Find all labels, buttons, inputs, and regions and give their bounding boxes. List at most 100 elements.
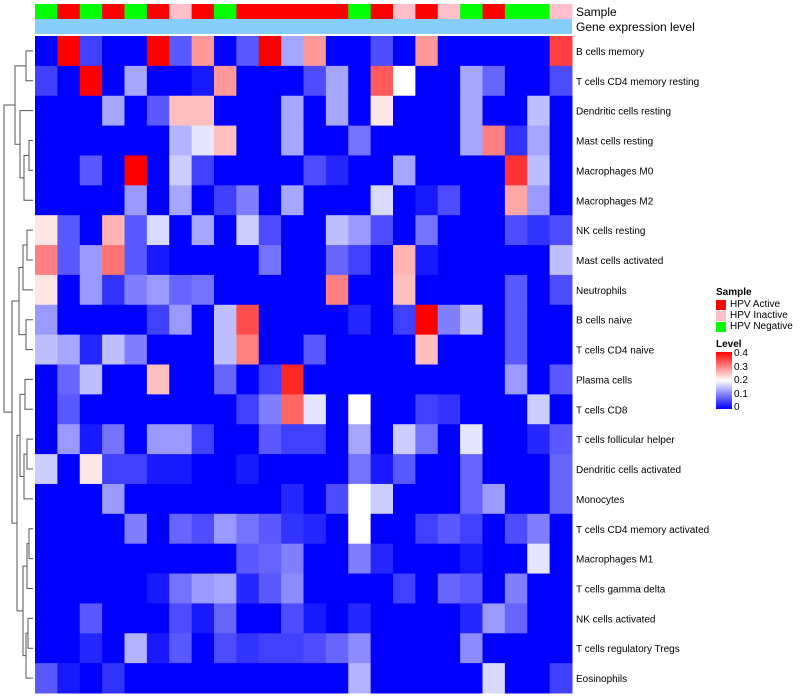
heatmap-cell [393,454,416,485]
heatmap-cell [102,483,125,515]
heatmap-cell [415,215,439,246]
heatmap-cell [57,334,81,365]
row-label: T cells CD4 memory activated [576,525,709,536]
heatmap-cell [236,394,260,425]
heatmap-cell [460,95,483,127]
heatmap-cell [393,364,416,395]
heatmap-cell [102,215,125,246]
heatmap-cell [393,155,416,186]
heatmap-cell [437,483,461,515]
heatmap-cell [258,95,282,127]
heatmap-cell [236,95,260,127]
heatmap-cell [415,334,439,365]
heatmap-cell [146,125,170,156]
heatmap-cell [124,155,148,186]
heatmap-cell [504,185,528,216]
heatmap-cell [214,155,237,186]
heatmap-cell [169,65,193,97]
heatmap-cell [325,513,349,545]
heatmap-cell [504,603,528,634]
heatmap-cell [504,274,528,306]
heatmap-cell [348,424,372,455]
heatmap-cell [415,364,439,395]
heatmap-cell [35,36,58,67]
heatmap-cell [57,454,81,485]
heatmap-cell [258,155,282,186]
sample-annotation-cell-18 [437,4,461,19]
legend-label-hpv-inactive: HPV Inactive [730,310,788,321]
row-label: Macrophages M2 [576,196,654,207]
heatmap-cell [482,633,506,664]
heatmap-cell [325,663,349,694]
heatmap-cell [370,364,394,395]
heatmap-cell [281,125,304,156]
heatmap-cell [146,334,170,365]
heatmap-cell [35,663,58,694]
heatmap-cell [549,573,573,604]
heatmap-cell [393,513,416,545]
heatmap-cell [527,633,551,664]
legend-label-hpv-negative: HPV Negative [730,321,793,332]
heatmap-cell [325,633,349,664]
heatmap-cell [527,603,551,634]
heatmap-cell [437,543,461,575]
dendrogram-link [22,244,33,291]
dendrogram-link [28,140,33,171]
heatmap-cell [146,245,170,276]
heatmap-cell [281,95,304,127]
heatmap-cell [415,454,439,485]
heatmap-cell [79,334,103,365]
sample-annotation-cell-9 [236,4,260,19]
heatmap-cell [169,603,193,634]
heatmap-cell [236,215,260,246]
heatmap-cell [191,394,215,425]
heatmap-cell [504,334,528,365]
legend-label-hpv-active: HPV Active [730,299,781,310]
heatmap-cell [460,603,483,634]
heatmap-cell [124,215,148,246]
heatmap-cell [527,394,551,425]
sample-annotation-cell-20 [482,4,506,19]
heatmap-cell [79,603,103,634]
heatmap-cell [169,95,193,127]
heatmap-cell [504,513,528,545]
heatmap-cell [437,155,461,186]
heatmap-cell [214,394,237,425]
sample-annotation-cell-1 [57,4,81,19]
row-label: Neutrophils [576,286,627,297]
heatmap-cell [303,454,327,485]
heatmap-cell [57,155,81,186]
heatmap-cell [191,543,215,575]
heatmap-cell [460,364,483,395]
heatmap-cell [102,543,125,575]
sample-annotation-cell-16 [393,4,416,19]
heatmap-cell [527,304,551,336]
heatmap-cell [370,573,394,604]
heatmap-cell [549,36,573,67]
heatmap-cell [549,155,573,186]
heatmap-cell [191,185,215,216]
heatmap-cell [124,513,148,545]
heatmap-cell [303,603,327,634]
heatmap-cell [169,394,193,425]
heatmap-cell [57,513,81,545]
heatmap-cell [236,274,260,306]
heatmap-cell [258,513,282,545]
heatmap-cell [437,454,461,485]
heatmap-cell [214,573,237,604]
heatmap-cell [79,245,103,276]
heatmap-cell [236,364,260,395]
sample-annotation-cell-14 [348,4,372,19]
heatmap-cell [415,245,439,276]
heatmap-cell [415,633,439,664]
heatmap-cell [437,245,461,276]
heatmap-cell [191,155,215,186]
heatmap-cell [348,633,372,664]
heatmap-cell [281,663,304,694]
heatmap-cell [527,185,551,216]
row-label: Dendritic cells activated [576,465,681,476]
sample-annotation-cell-8 [214,4,237,19]
level-legend-title: Level [716,339,742,350]
heatmap-cell [348,663,372,694]
heatmap-cell [236,424,260,455]
